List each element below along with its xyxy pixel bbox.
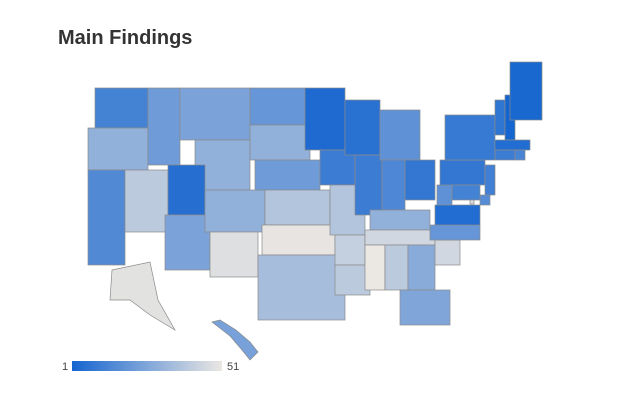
region <box>436 184 453 206</box>
region <box>164 214 211 271</box>
region <box>479 194 491 206</box>
region <box>407 244 436 291</box>
region <box>369 209 431 231</box>
region <box>211 319 259 361</box>
region <box>261 224 336 256</box>
region <box>514 149 526 161</box>
map <box>87 61 543 361</box>
region <box>87 127 149 171</box>
region <box>494 99 506 136</box>
region <box>204 189 266 233</box>
region <box>264 189 331 226</box>
region <box>94 87 149 129</box>
region <box>254 159 321 191</box>
region <box>167 164 206 216</box>
region <box>364 229 436 246</box>
legend-min: 1 <box>62 361 68 373</box>
region <box>179 87 251 141</box>
region <box>379 109 421 161</box>
region <box>444 114 496 161</box>
region <box>109 261 176 331</box>
region <box>484 164 496 196</box>
region <box>434 239 461 266</box>
region <box>319 149 356 186</box>
region <box>384 244 409 291</box>
region <box>429 224 481 241</box>
region <box>304 87 346 151</box>
region <box>344 99 381 156</box>
region <box>249 124 311 161</box>
legend-max: 51 <box>227 361 239 373</box>
region <box>87 169 126 266</box>
region <box>469 199 475 205</box>
region <box>249 87 306 126</box>
region <box>399 289 451 326</box>
region <box>354 154 383 216</box>
region <box>434 204 481 226</box>
title: Main Findings <box>58 27 192 49</box>
region <box>494 139 531 151</box>
region <box>494 149 516 161</box>
region <box>364 244 386 291</box>
region <box>334 234 366 266</box>
region <box>404 159 436 201</box>
color-scale <box>72 361 222 371</box>
region <box>257 254 346 321</box>
region <box>124 169 169 233</box>
region <box>209 231 259 278</box>
region <box>439 159 486 186</box>
region <box>451 184 481 201</box>
region <box>147 87 181 166</box>
region <box>509 61 543 121</box>
region <box>381 159 406 211</box>
